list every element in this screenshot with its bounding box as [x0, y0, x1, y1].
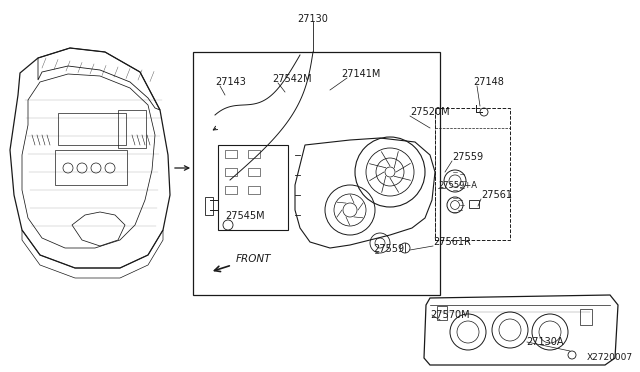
Text: 27148: 27148 [473, 77, 504, 87]
Text: 27143: 27143 [215, 77, 246, 87]
Bar [225, 150, 237, 158]
Text: 27520M: 27520M [410, 107, 450, 117]
Text: 27130: 27130 [298, 14, 328, 24]
Text: 27561: 27561 [481, 190, 512, 200]
Text: 27545M: 27545M [225, 211, 264, 221]
Bar [225, 186, 237, 194]
Bar [118, 110, 146, 148]
Bar [58, 113, 126, 145]
Bar [205, 197, 213, 215]
Text: 27559: 27559 [373, 244, 404, 254]
Text: 27559: 27559 [452, 152, 483, 162]
Bar [437, 306, 447, 320]
Bar [580, 309, 592, 325]
Text: 27561R: 27561R [433, 237, 471, 247]
Bar [248, 186, 260, 194]
Text: FRONT: FRONT [236, 254, 271, 264]
Text: 27570M: 27570M [430, 310, 470, 320]
Bar [225, 168, 237, 176]
Text: 27130A: 27130A [526, 337, 563, 347]
Bar [469, 200, 479, 208]
Bar [248, 168, 260, 176]
Text: 27542M: 27542M [272, 74, 312, 84]
Text: X2720007: X2720007 [587, 353, 633, 362]
Text: 27559+A: 27559+A [438, 180, 477, 189]
Bar [193, 52, 440, 295]
Text: 27141M: 27141M [341, 69, 380, 79]
Bar [435, 108, 510, 240]
Bar [248, 150, 260, 158]
Bar [218, 145, 288, 230]
Bar [55, 150, 127, 185]
